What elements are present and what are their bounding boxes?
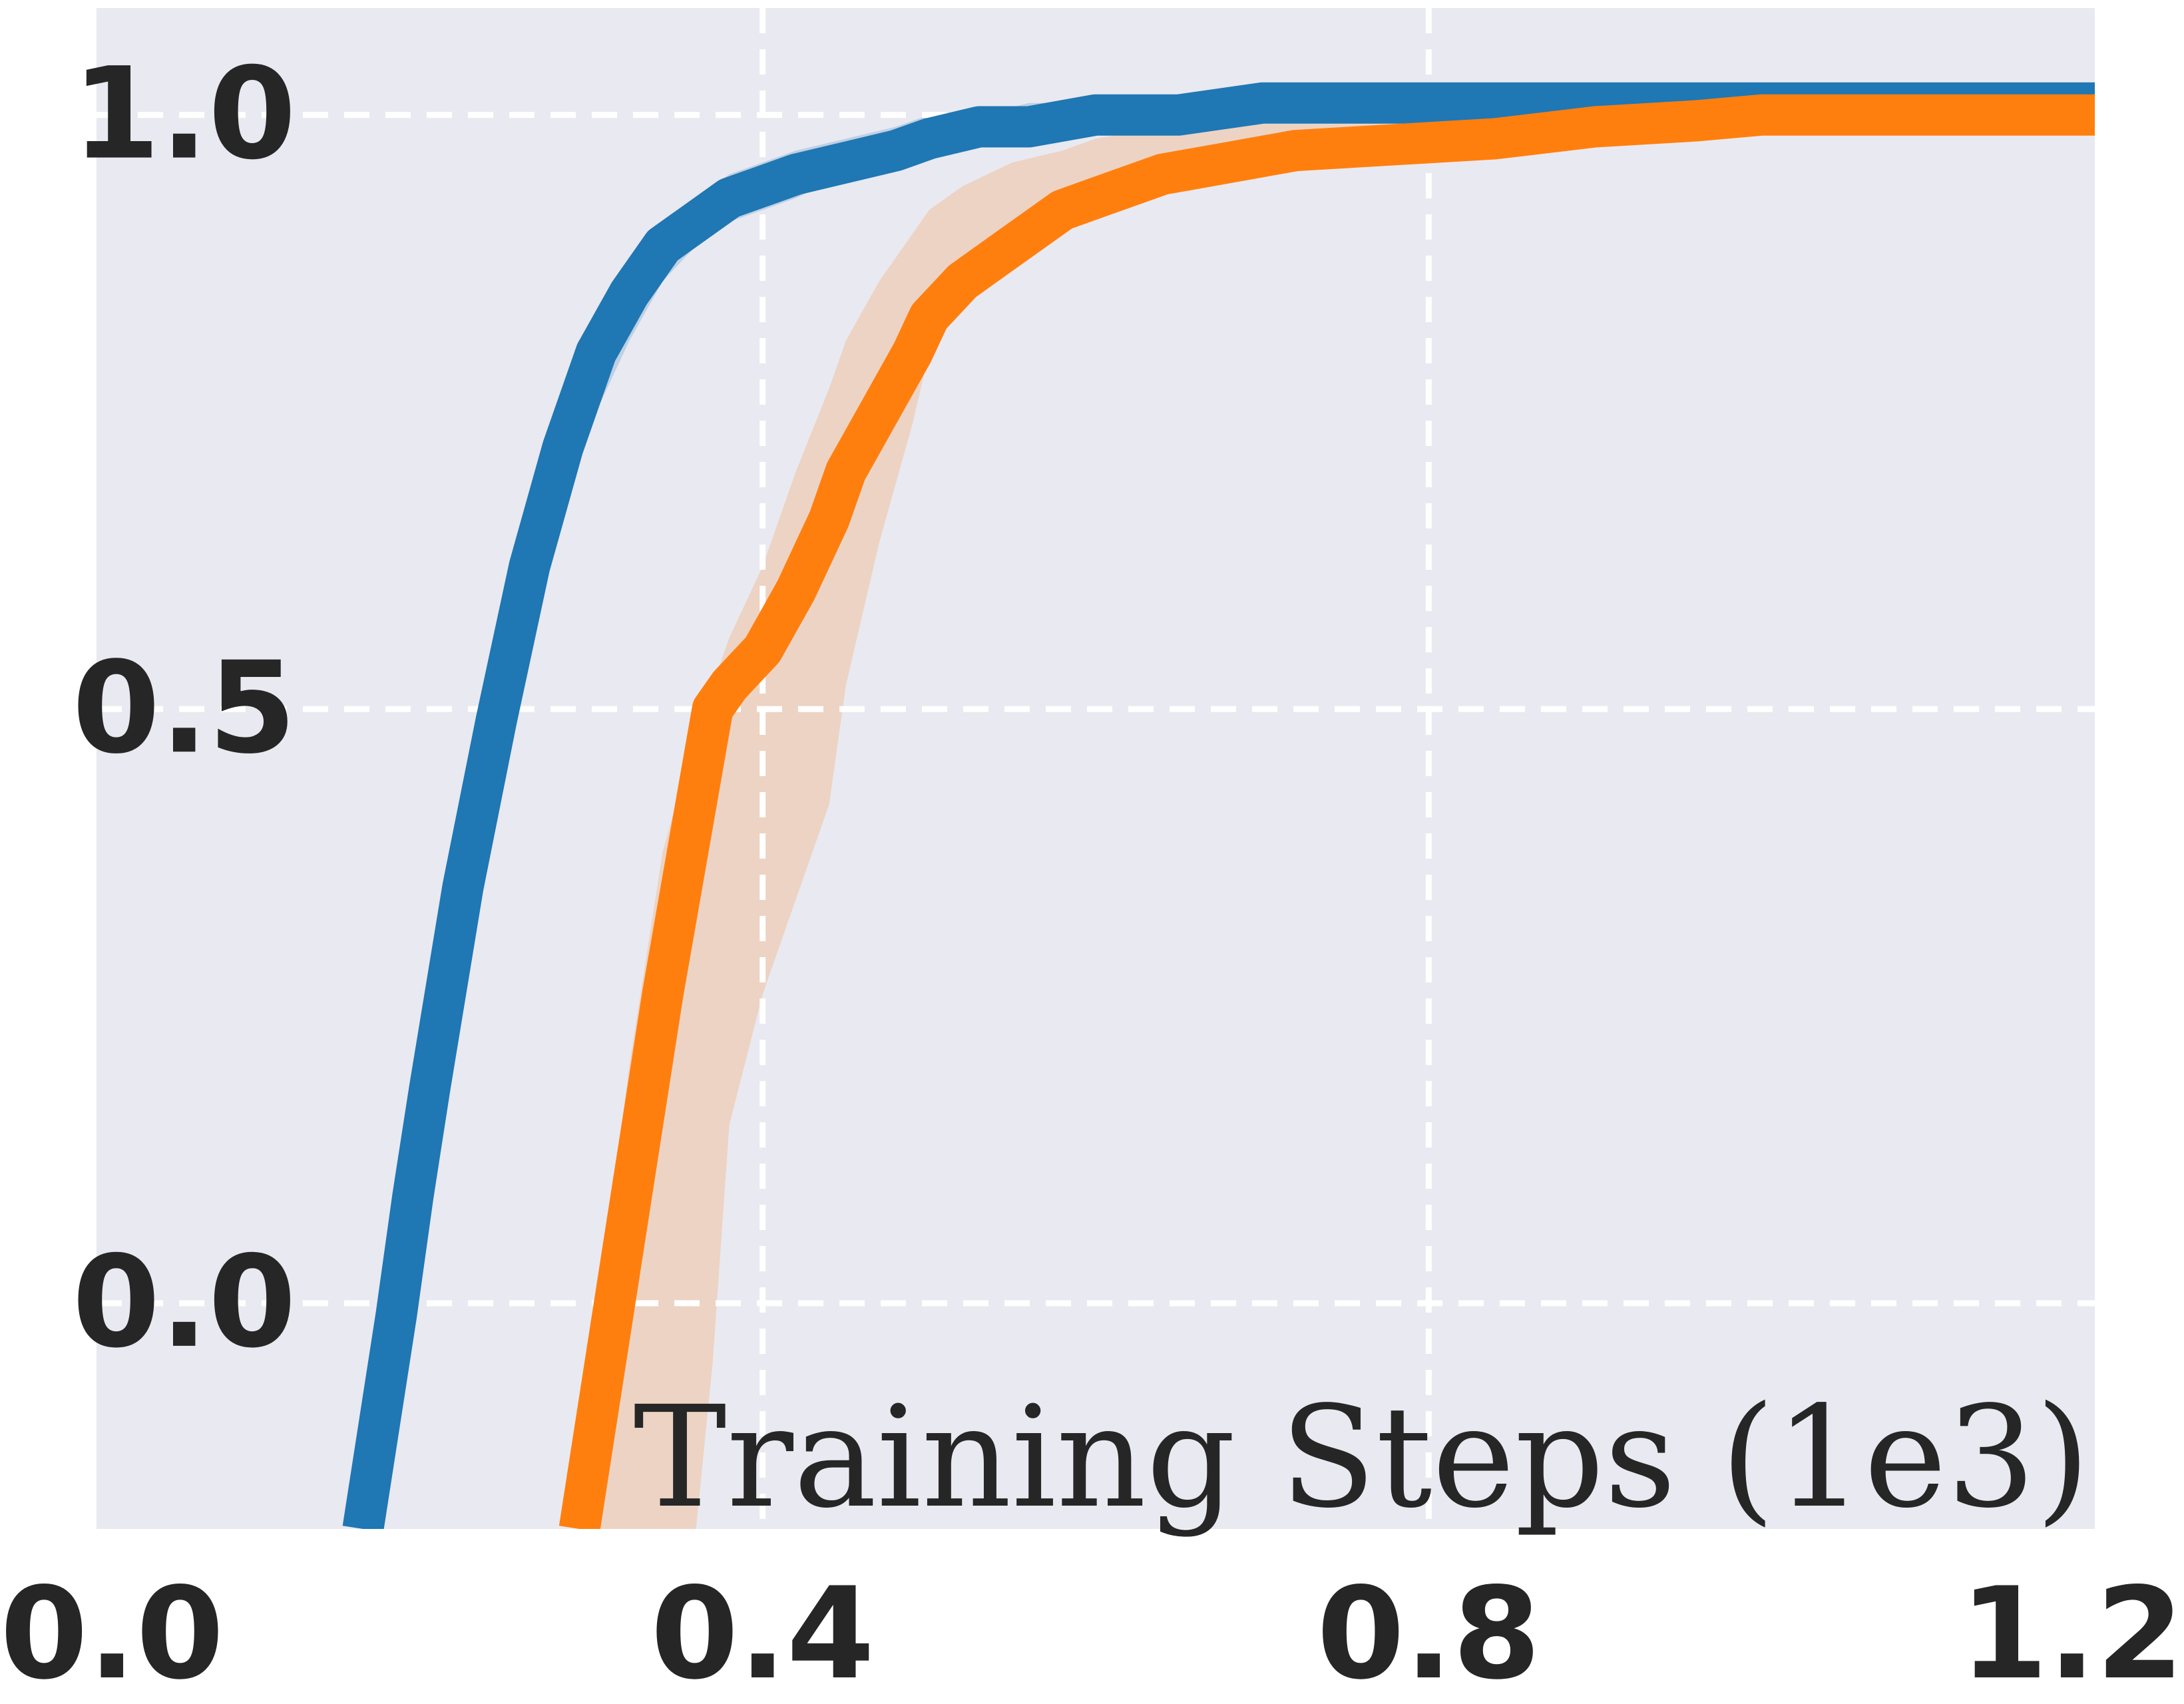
y-tick-labels: 0.0 0.5 1.0 — [72, 41, 296, 1376]
y-tick-label: 1.0 — [72, 41, 296, 188]
x-tick-label: 1.2 — [1960, 1560, 2184, 1704]
grid-lines — [97, 8, 2095, 1529]
plot-background — [97, 8, 2095, 1529]
series-lines — [342, 82, 2095, 1529]
x-tick-labels: 0.0 0.4 0.8 1.2 — [0, 1560, 2184, 1704]
x-tick-label: 0.4 — [650, 1560, 875, 1704]
y-tick-label: 0.0 — [72, 1229, 296, 1376]
x-tick-label: 0.8 — [1317, 1560, 1541, 1704]
series-line-0 — [342, 82, 2095, 1529]
series-line-1 — [558, 94, 2095, 1529]
x-tick-label: 0.0 — [0, 1560, 224, 1704]
x-axis-label: Training Steps (1e3) — [634, 1376, 2091, 1539]
y-tick-label: 0.5 — [72, 634, 296, 781]
